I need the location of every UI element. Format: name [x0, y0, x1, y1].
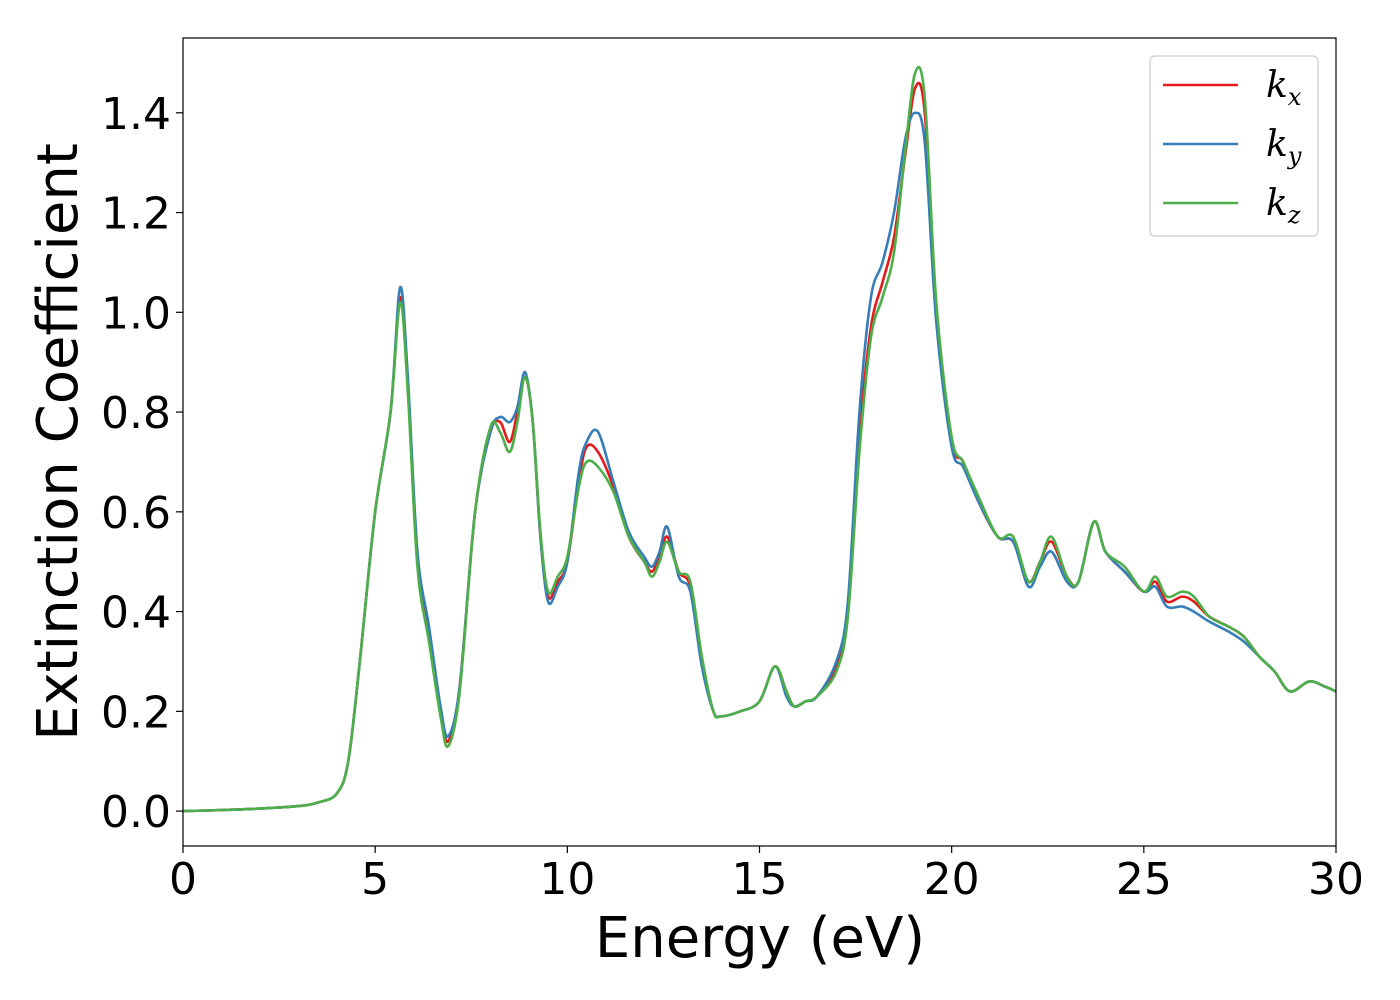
y-tick-label: 1.2 [101, 189, 171, 240]
x-tick-label: 10 [539, 854, 595, 905]
y-tick-label: 0.4 [101, 588, 171, 639]
legend: kx ky kz [1149, 55, 1319, 237]
x-tick-label: 20 [924, 854, 980, 905]
y-tick-label: 0.8 [101, 388, 171, 439]
legend-label-x: kx [1266, 65, 1302, 111]
y-tick-label: 0.2 [101, 687, 171, 738]
y-tick-label: 1.4 [101, 89, 171, 140]
y-tick-label: 0.0 [101, 787, 171, 838]
legend-box [1149, 55, 1319, 237]
x-axis-title: Energy (eV) [595, 906, 925, 971]
series-line-z [183, 65, 1336, 813]
y-tick-label: 0.6 [101, 488, 171, 539]
x-tick-label: 30 [1308, 854, 1364, 905]
x-tick-label: 0 [169, 854, 197, 905]
series-layer [183, 65, 1336, 813]
legend-label-z: kz [1266, 183, 1301, 229]
x-tick-label: 5 [361, 854, 389, 905]
legend-label-y: ky [1266, 124, 1302, 170]
axes-layer: 0 5 10 15 20 25 30 0.0 0.2 0.4 0.6 0.8 1.0 1.2 1.4 [101, 37, 1364, 905]
x-tick-label: 15 [732, 854, 788, 905]
x-tick-label: 25 [1116, 854, 1172, 905]
y-axis-title: Extinction Coefficient [26, 143, 91, 741]
y-tick-label: 1.0 [101, 288, 171, 339]
